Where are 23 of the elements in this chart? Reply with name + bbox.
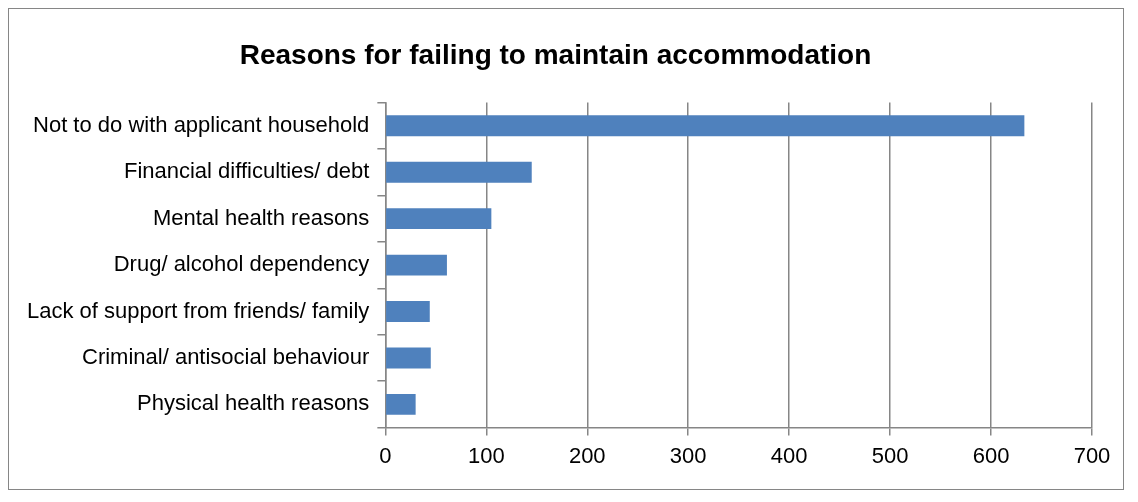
y-tick-label: Lack of support from friends/ family	[26, 297, 370, 323]
bar	[386, 208, 492, 230]
x-tick-label: 300	[669, 442, 707, 468]
bar	[386, 393, 416, 415]
x-tick-label: 0	[379, 442, 392, 468]
x-tick-label: 700	[1073, 442, 1111, 468]
chart-title: Reasons for failing to maintain accommodation	[239, 38, 872, 70]
x-tick-label: 200	[568, 442, 606, 468]
bar	[386, 115, 1025, 137]
y-tick-label: Financial difficulties/ debt	[123, 158, 370, 184]
y-tick-label: Not to do with applicant household	[33, 111, 370, 137]
y-tick-label: Drug/ alcohol dependency	[113, 251, 370, 277]
bar	[386, 254, 447, 276]
x-tick-label: 100	[467, 442, 505, 468]
x-tick-label: 500	[871, 442, 909, 468]
x-tick-label: 600	[972, 442, 1010, 468]
bar	[386, 347, 431, 369]
bar	[386, 301, 430, 322]
x-tick-label: 400	[770, 442, 808, 468]
y-tick-label: Physical health reasons	[136, 390, 370, 416]
y-tick-label: Criminal/ antisocial behaviour	[81, 344, 370, 370]
bar	[386, 161, 532, 183]
y-tick-label: Mental health reasons	[152, 204, 370, 230]
